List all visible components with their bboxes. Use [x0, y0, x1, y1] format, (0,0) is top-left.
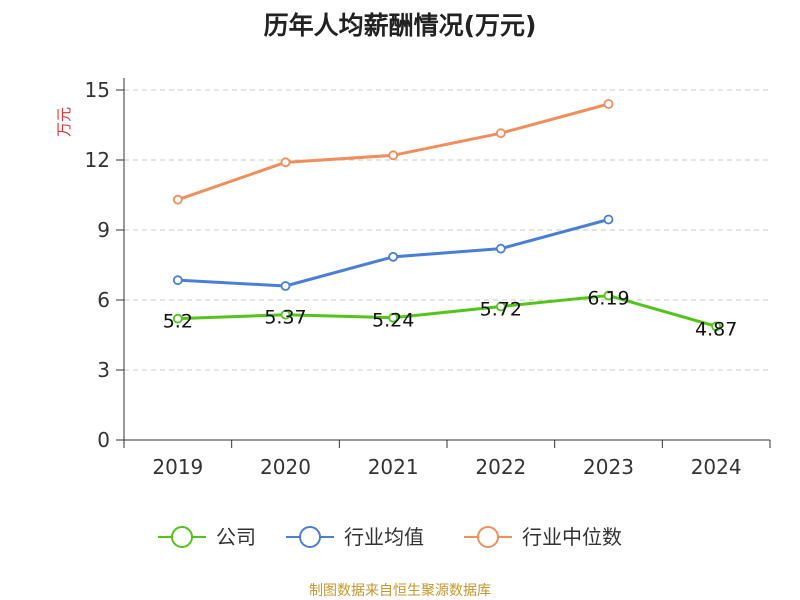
data-point [495, 243, 506, 254]
data-label: 5.72 [480, 299, 522, 321]
chart-title: 历年人均薪酬情况(万元) [263, 11, 537, 40]
x-tick-label: 2022 [475, 455, 526, 479]
data-point [172, 194, 183, 205]
data-point [495, 128, 506, 139]
data-point [388, 312, 399, 323]
legend-label: 公司 [216, 525, 256, 549]
x-tick-label: 2020 [260, 455, 311, 479]
data-point [388, 251, 399, 262]
x-tick-label: 2024 [691, 455, 742, 479]
data-point [172, 275, 183, 286]
data-point [280, 281, 291, 291]
data-point [495, 301, 506, 312]
legend-marker [299, 526, 321, 548]
data-point [280, 157, 291, 168]
data-point [603, 290, 614, 301]
legend-label: 行业均值 [344, 525, 424, 549]
data-point [388, 150, 399, 161]
data-label: 4.87 [695, 318, 737, 340]
y-tick-label: 3 [97, 358, 110, 382]
legend-marker [171, 526, 193, 548]
data-label: 6.19 [587, 288, 629, 310]
y-axis-label: 万元 [55, 107, 73, 137]
x-tick-label: 2021 [368, 455, 419, 479]
data-point [280, 309, 291, 320]
data-point [603, 214, 614, 225]
data-source-note: 制图数据来自恒生聚源数据库 [309, 583, 491, 599]
x-tick-label: 2019 [152, 455, 203, 479]
y-tick-label: 0 [97, 428, 110, 452]
series-line [177, 294, 717, 328]
data-label: 5.37 [264, 307, 306, 329]
data-point [172, 313, 183, 324]
legend-label: 行业中位数 [522, 525, 622, 549]
x-tick-label: 2023 [583, 455, 634, 479]
data-point [711, 321, 722, 332]
data-label: 5.24 [372, 310, 414, 332]
y-tick-label: 12 [85, 148, 110, 172]
legend-marker [477, 526, 499, 548]
y-tick-label: 9 [97, 218, 110, 242]
data-label: 5.2 [163, 311, 193, 333]
y-tick-label: 6 [97, 288, 110, 312]
data-point [603, 99, 614, 109]
y-tick-label: 15 [85, 78, 110, 102]
